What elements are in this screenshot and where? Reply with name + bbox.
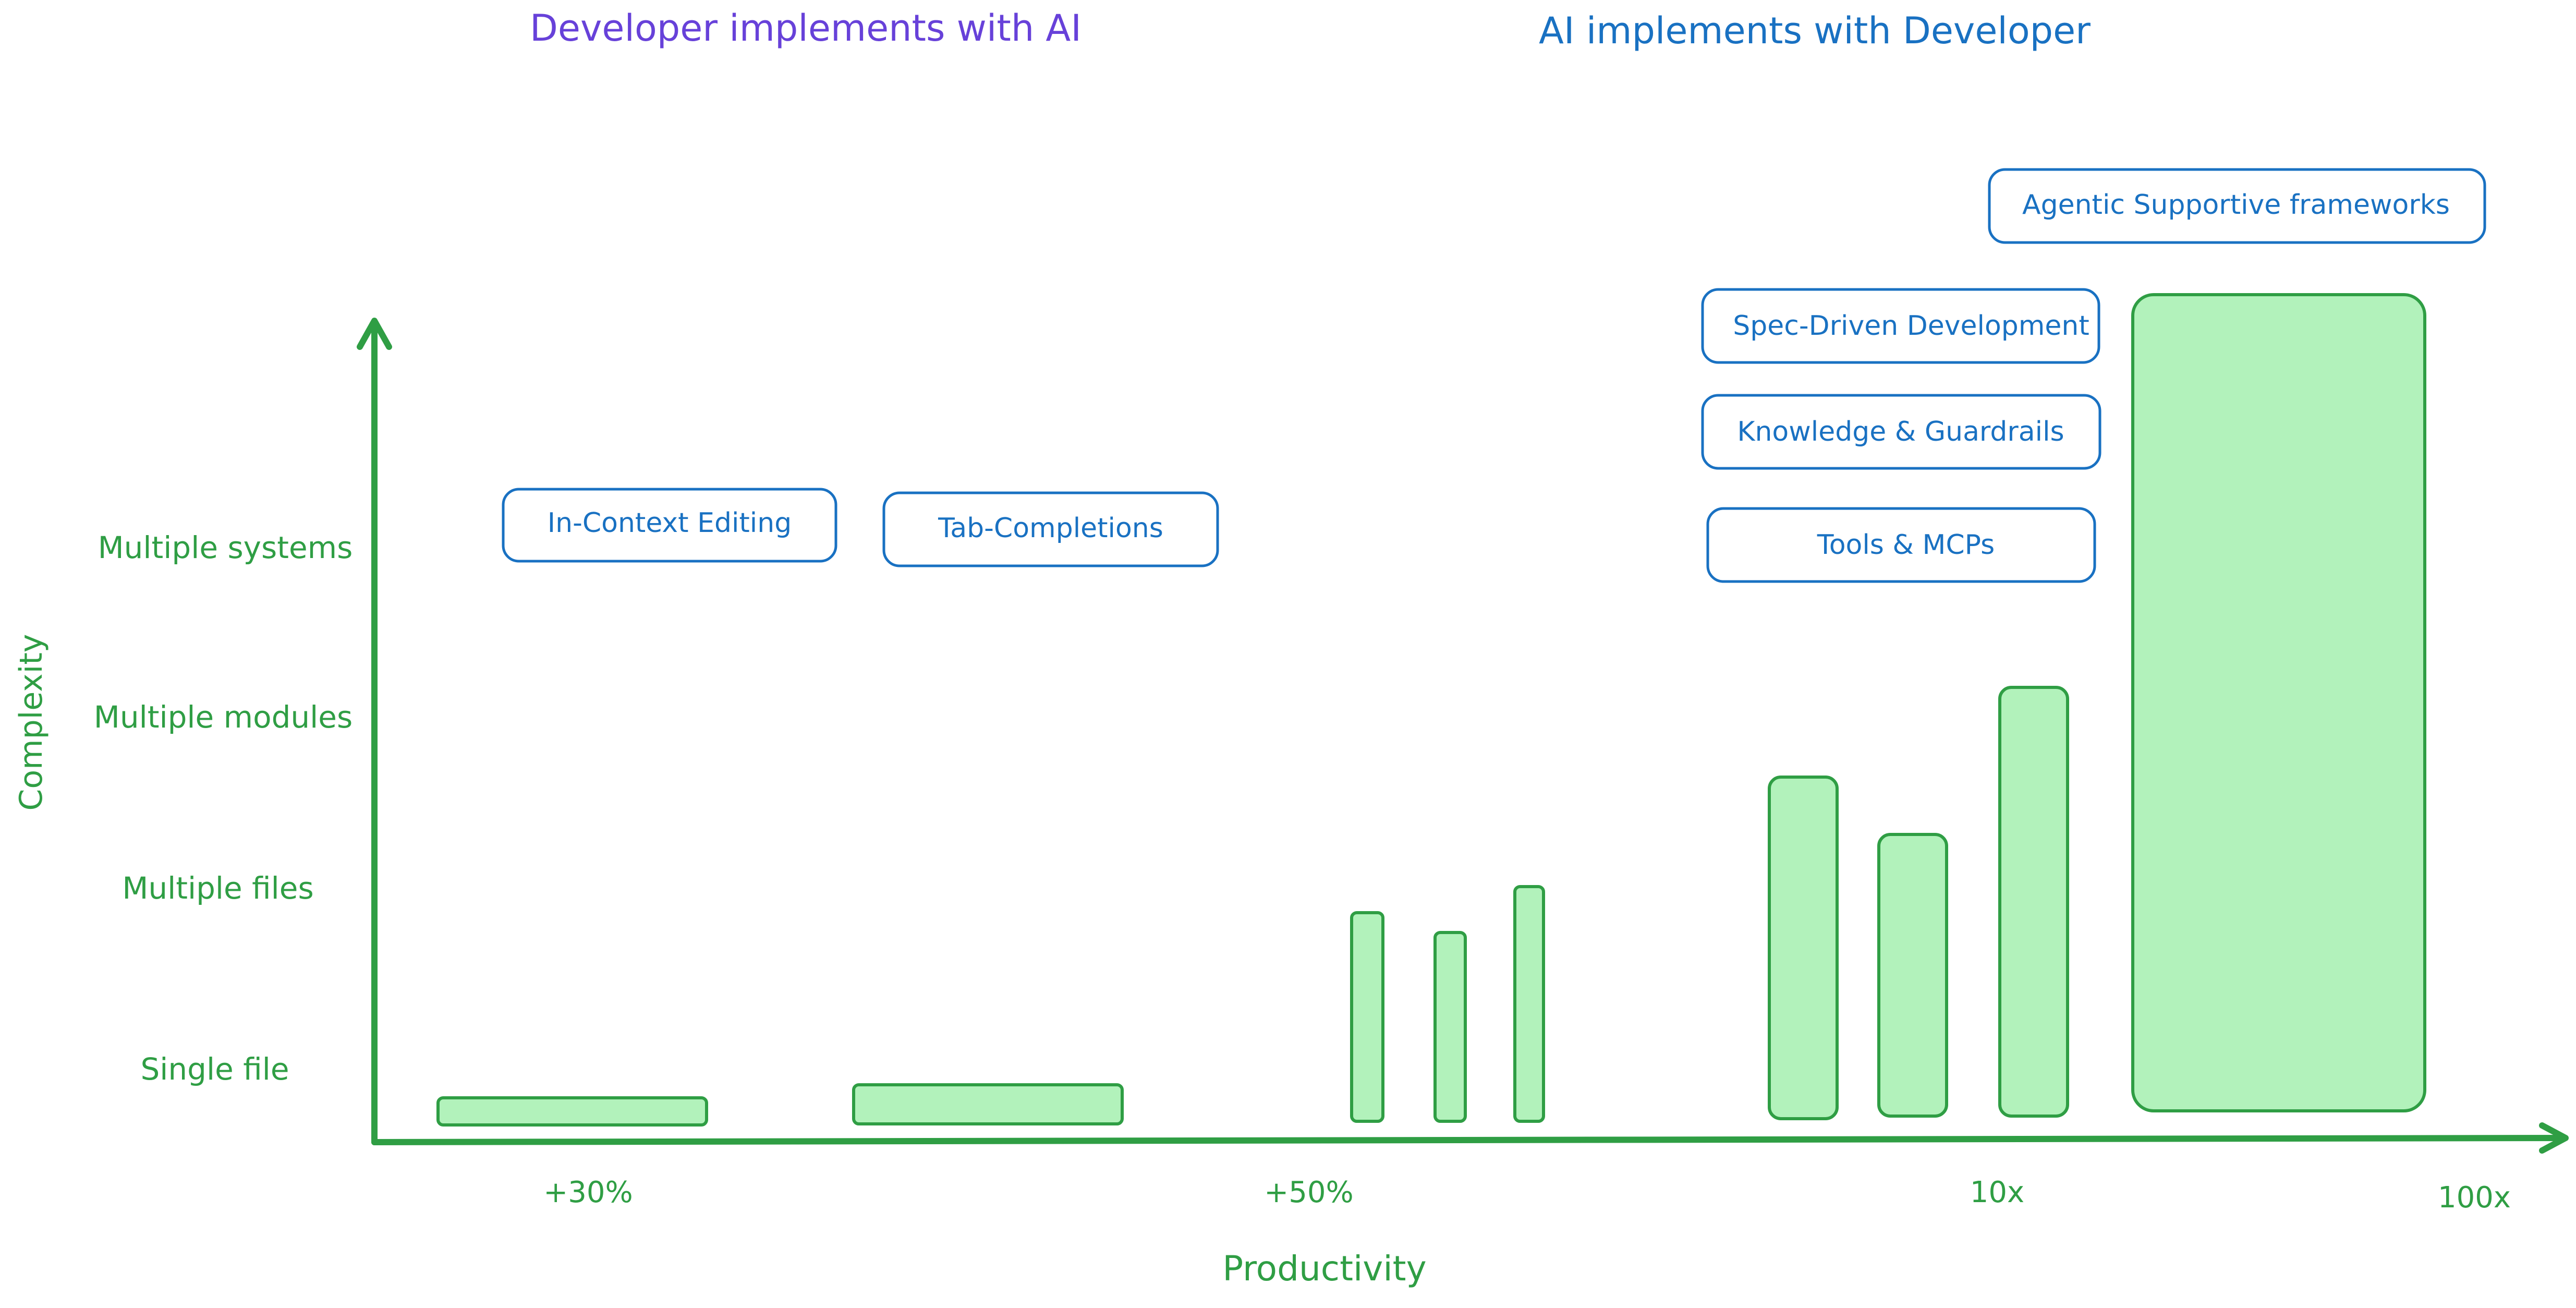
bar-in-context-editing: [436, 1096, 708, 1127]
box-spec-driven-development-label: Spec-Driven Development: [1733, 310, 2089, 342]
box-tab-completions: Tab-Completions: [882, 491, 1219, 567]
bar-tab-completions: [852, 1083, 1124, 1125]
y-axis-label: Complexity: [13, 634, 50, 811]
box-knowledge-guardrails-label: Knowledge & Guardrails: [1737, 416, 2064, 447]
box-in-context-editing: In-Context Editing: [502, 488, 837, 563]
y-tick-single-file: Single file: [140, 1051, 289, 1087]
box-in-context-editing-label: In-Context Editing: [548, 507, 792, 539]
box-agentic-supportive-frameworks: Agentic Supportive frameworks: [1988, 168, 2486, 244]
x-tick-30-percent: +30%: [543, 1176, 633, 1209]
bar-50-percent-b: [1433, 931, 1467, 1123]
bar-50-percent-c: [1513, 885, 1545, 1123]
box-agentic-supportive-frameworks-label: Agentic Supportive frameworks: [2022, 189, 2450, 221]
box-spec-driven-development: Spec-Driven Development: [1701, 288, 2100, 364]
box-knowledge-guardrails: Knowledge & Guardrails: [1701, 394, 2101, 470]
bar-10x-b: [1877, 833, 1948, 1118]
x-tick-100x: 100x: [2438, 1181, 2511, 1215]
bar-100x: [2131, 293, 2426, 1112]
bar-10x-c: [1998, 686, 2069, 1118]
bar-50-percent-a: [1350, 911, 1384, 1123]
heading-developer-implements: Developer implements with AI: [530, 7, 1082, 50]
y-tick-multiple-modules: Multiple modules: [94, 699, 353, 735]
x-tick-10x: 10x: [1970, 1176, 2024, 1209]
box-tab-completions-label: Tab-Completions: [938, 513, 1163, 544]
x-axis-label: Productivity: [1222, 1249, 1426, 1289]
x-axis: [371, 1122, 2569, 1154]
box-tools-mcps: Tools & MCPs: [1706, 507, 2096, 583]
bars: [436, 293, 2426, 1127]
box-tools-mcps-label: Tools & MCPs: [1817, 529, 1995, 561]
heading-ai-implements: AI implements with Developer: [1539, 9, 2091, 52]
y-axis: [357, 318, 392, 1145]
y-tick-multiple-files: Multiple files: [122, 870, 313, 906]
x-tick-50-percent: +50%: [1264, 1176, 1353, 1209]
y-tick-multiple-systems: Multiple systems: [98, 530, 353, 565]
bar-10x-a: [1768, 776, 1839, 1120]
